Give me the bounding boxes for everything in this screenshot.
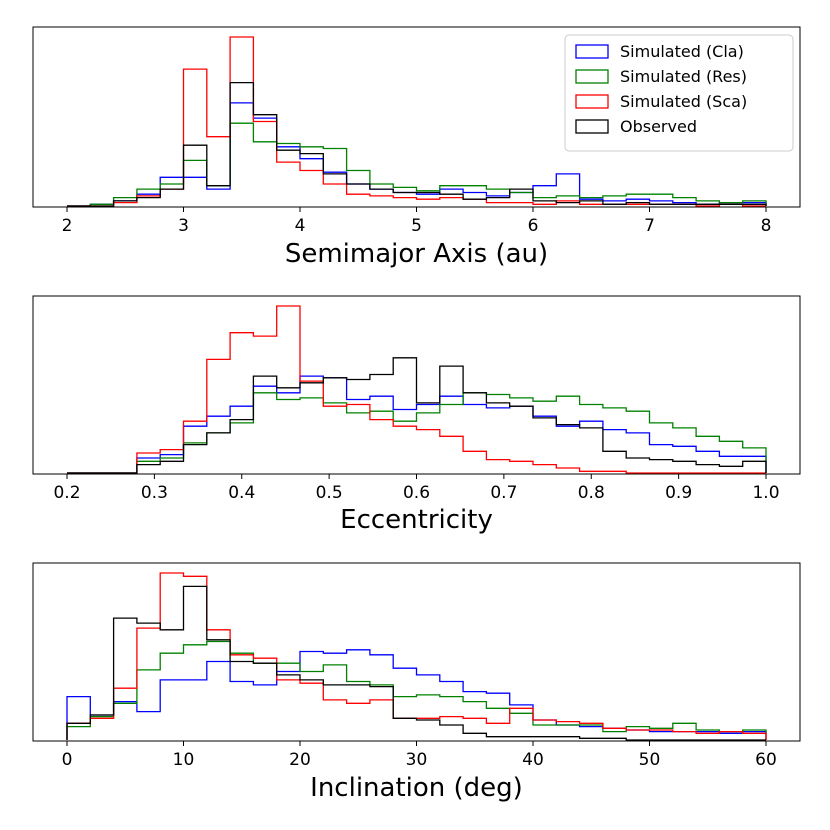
histogram-semimajor-observed — [67, 81, 767, 207]
x-tick-label-eccentricity: 0.5 — [316, 483, 343, 503]
legend-box — [564, 34, 794, 152]
histogram-semimajor-simulated-sca — [67, 36, 766, 207]
panel-semimajor-axis: 2 3 4 5 6 7 8 Semimajor Axis (au) Simulated (C… — [32, 26, 801, 269]
series-layer-inclination — [66, 572, 767, 741]
x-tick-label-inclination: 10 — [173, 750, 195, 770]
histogram-semimajor-simulated-cla — [67, 102, 767, 207]
plot-frame-inclination — [32, 562, 801, 742]
legend-label-simulated-res: Simulated (Res) — [620, 67, 747, 86]
x-tick-label-eccentricity: 1.0 — [752, 483, 779, 503]
x-tick-label-inclination: 60 — [755, 750, 777, 770]
x-tick-label-eccentricity: 0.9 — [665, 483, 692, 503]
x-tick-label-semimajor: 8 — [761, 216, 772, 236]
legend-swatch-simulated-cla — [575, 44, 609, 59]
legend-label-observed: Observed — [620, 117, 697, 136]
legend-swatch-observed — [575, 119, 609, 134]
x-axis-label-semimajor: Semimajor Axis (au) — [285, 239, 548, 269]
histogram-eccentricity-observed — [67, 357, 767, 474]
x-axis-inclination: 0 10 20 30 40 50 60 — [62, 741, 777, 770]
histogram-inclination-simulated-res — [66, 640, 767, 740]
x-tick-label-semimajor: 2 — [62, 216, 73, 236]
x-tick-label-eccentricity: 0.6 — [403, 483, 430, 503]
legend: Simulated (Cla) Simulated (Res) Simulated … — [564, 34, 794, 152]
x-tick-label-eccentricity: 0.8 — [578, 483, 605, 503]
x-axis-eccentricity: 0.2 0.3 0.4 0.5 0.6 0.7 0.8 0.9 1.0 — [53, 474, 780, 503]
x-tick-label-semimajor: 5 — [411, 216, 422, 236]
x-tick-label-eccentricity: 0.2 — [53, 483, 80, 503]
legend-label-simulated-cla: Simulated (Cla) — [620, 42, 744, 61]
x-axis-label-eccentricity: Eccentricity — [340, 505, 493, 535]
x-tick-label-eccentricity: 0.4 — [228, 483, 255, 503]
histogram-inclination-simulated-sca — [66, 572, 767, 740]
x-tick-label-eccentricity: 0.7 — [490, 483, 517, 503]
x-axis-label-inclination: Inclination (deg) — [310, 773, 523, 803]
x-tick-label-semimajor: 3 — [178, 216, 189, 236]
x-tick-label-inclination: 40 — [522, 750, 544, 770]
histogram-eccentricity-simulated-sca — [67, 305, 766, 474]
panel-eccentricity: 0.2 0.3 0.4 0.5 0.6 0.7 0.8 0.9 1.0 Eccentricity — [32, 295, 801, 535]
x-tick-label-inclination: 0 — [62, 750, 73, 770]
legend-swatch-simulated-sca — [575, 94, 609, 109]
x-axis-semimajor: 2 3 4 5 6 7 8 — [62, 207, 772, 236]
x-tick-label-semimajor: 6 — [528, 216, 539, 236]
x-tick-label-semimajor: 7 — [644, 216, 655, 236]
series-layer-eccentricity — [67, 305, 767, 474]
legend-label-simulated-sca: Simulated (Sca) — [620, 92, 747, 111]
x-tick-label-inclination: 20 — [289, 750, 311, 770]
x-tick-label-semimajor: 4 — [295, 216, 306, 236]
x-tick-label-inclination: 30 — [406, 750, 428, 770]
histogram-inclination-observed — [66, 585, 766, 741]
legend-swatch-simulated-res — [575, 69, 609, 84]
x-tick-label-eccentricity: 0.3 — [141, 483, 168, 503]
series-layer-semimajor — [67, 36, 767, 207]
panel-inclination: 0 10 20 30 40 50 60 Inclination (deg) — [32, 562, 801, 803]
x-tick-label-inclination: 50 — [639, 750, 661, 770]
